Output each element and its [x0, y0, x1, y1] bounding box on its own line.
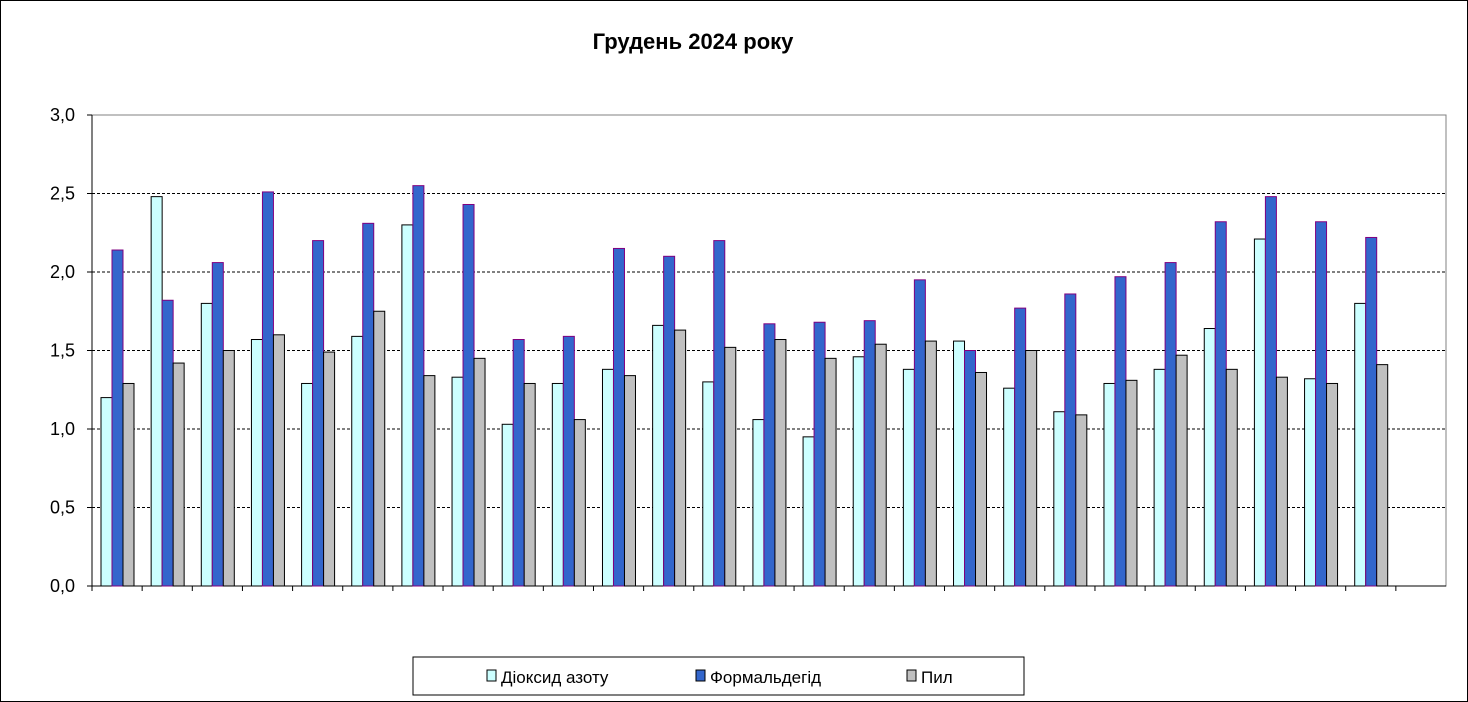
bar-formaldehyde: [312, 240, 325, 587]
bar-formaldehyde: [1064, 293, 1077, 587]
bar-formaldehyde: [1365, 236, 1378, 587]
y-tick-label: 2,0: [50, 262, 75, 282]
bar-nitrogen-dioxide: [1354, 302, 1367, 587]
bar-formaldehyde: [1264, 196, 1277, 587]
bar-formaldehyde: [412, 185, 425, 587]
bar-dust: [1175, 354, 1188, 587]
bar-formaldehyde: [1114, 276, 1127, 587]
bar-formaldehyde: [362, 222, 375, 587]
bar-formaldehyde: [663, 255, 676, 587]
bar-nitrogen-dioxide: [652, 324, 665, 587]
bar-dust: [1376, 364, 1389, 587]
bar-nitrogen-dioxide: [1103, 382, 1116, 587]
bar-nitrogen-dioxide: [301, 382, 314, 587]
bar-formaldehyde: [1214, 221, 1227, 587]
bar-formaldehyde: [1315, 221, 1328, 587]
bar-formaldehyde: [1014, 307, 1027, 587]
bar-dust: [573, 419, 586, 587]
bar-dust: [774, 339, 787, 587]
bar-nitrogen-dioxide: [1053, 411, 1066, 587]
bar-formaldehyde: [1164, 262, 1177, 587]
bar-nitrogen-dioxide: [702, 381, 715, 587]
y-tick-label: 3,0: [50, 105, 75, 125]
legend-swatch: [695, 669, 706, 682]
bar-nitrogen-dioxide: [902, 368, 915, 587]
bar-nitrogen-dioxide: [1003, 387, 1016, 587]
bar-nitrogen-dioxide: [250, 339, 263, 587]
bar-nitrogen-dioxide: [802, 436, 815, 587]
bar-formaldehyde: [562, 335, 575, 587]
bar-dust: [423, 375, 436, 587]
bar-formaldehyde: [161, 299, 174, 587]
bar-dust: [323, 351, 336, 587]
bar-dust: [523, 382, 536, 587]
bar-nitrogen-dioxide: [401, 224, 414, 587]
bar-dust: [1326, 382, 1339, 587]
bar-dust: [924, 340, 937, 587]
bar-nitrogen-dioxide: [150, 196, 163, 587]
bar-formaldehyde: [813, 321, 826, 587]
bar-formaldehyde: [763, 323, 776, 587]
bar-nitrogen-dioxide: [551, 382, 564, 587]
bar-nitrogen-dioxide: [100, 397, 113, 587]
bar-dust: [623, 375, 636, 587]
bar-dust: [122, 382, 135, 587]
bar-formaldehyde: [512, 339, 525, 587]
y-tick-label: 2,5: [50, 184, 75, 204]
legend-label: Діоксид азоту: [501, 668, 609, 687]
bar-formaldehyde: [612, 247, 625, 587]
bar-nitrogen-dioxide: [1253, 238, 1266, 587]
bar-formaldehyde: [713, 240, 726, 587]
bar-dust: [222, 350, 235, 587]
y-tick-label: 0,5: [50, 498, 75, 518]
bar-dust: [1075, 414, 1088, 587]
bar-dust: [1275, 376, 1288, 587]
bar-dust: [1225, 368, 1238, 587]
bar-nitrogen-dioxide: [1304, 378, 1317, 587]
bar-formaldehyde: [462, 203, 475, 587]
bar-dust: [1025, 350, 1038, 587]
bar-dust: [373, 310, 386, 587]
bar-dust: [272, 334, 285, 587]
bar-nitrogen-dioxide: [1153, 368, 1166, 587]
bar-dust: [172, 362, 185, 587]
bar-nitrogen-dioxide: [852, 356, 865, 587]
bar-dust: [674, 329, 687, 587]
bar-formaldehyde: [261, 191, 274, 587]
bar-dust: [724, 346, 737, 587]
bar-nitrogen-dioxide: [601, 368, 614, 587]
bar-dust: [1125, 379, 1138, 587]
y-tick-label: 0,0: [50, 576, 75, 596]
bar-nitrogen-dioxide: [953, 340, 966, 587]
bar-dust: [473, 357, 486, 587]
bar-dust: [824, 357, 837, 587]
bar-nitrogen-dioxide: [351, 335, 364, 587]
bar-dust: [874, 343, 887, 587]
legend-label: Формальдегід: [710, 668, 821, 687]
legend: [412, 656, 1025, 696]
bar-nitrogen-dioxide: [200, 302, 213, 587]
bar-nitrogen-dioxide: [451, 376, 464, 587]
legend-swatch: [486, 669, 497, 682]
chart-title: Грудень 2024 року: [593, 29, 795, 54]
bar-formaldehyde: [111, 249, 124, 587]
bar-nitrogen-dioxide: [1203, 328, 1216, 587]
legend-swatch: [906, 669, 917, 682]
legend-label: Пил: [921, 668, 953, 687]
bar-formaldehyde: [211, 262, 224, 587]
bar-nitrogen-dioxide: [501, 423, 514, 587]
y-tick-label: 1,5: [50, 341, 75, 361]
y-tick-label: 1,0: [50, 419, 75, 439]
bar-nitrogen-dioxide: [752, 419, 765, 587]
bar-formaldehyde: [863, 320, 876, 587]
bar-formaldehyde: [913, 279, 926, 587]
bar-dust: [975, 371, 988, 587]
bar-formaldehyde: [964, 350, 977, 587]
